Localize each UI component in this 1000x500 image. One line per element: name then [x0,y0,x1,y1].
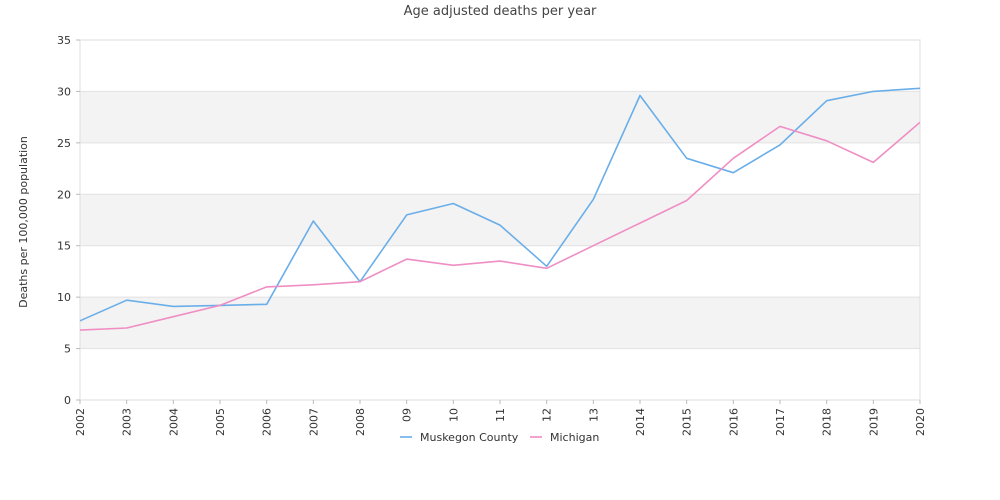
legend: Muskegon County Michigan [400,431,599,444]
y-tick-label: 10 [57,291,71,304]
grid-band [80,245,920,298]
data-point [498,259,503,264]
x-axis-ticks: 2002 2003 2004 2005 2006 2007 2008 09 10 11 12 13 20… [74,400,927,436]
x-tick-label: 10 [447,408,460,422]
data-point [778,142,783,147]
data-point [498,223,503,228]
grid-band [80,91,920,143]
data-point [591,243,596,248]
grid-lines [80,39,920,401]
x-tick-label: 13 [587,408,600,422]
series-lines [78,86,923,333]
legend-label: Muskegon County [420,431,519,444]
grid-bands [80,40,920,400]
x-tick-label: 2004 [167,408,180,436]
data-point [311,282,316,287]
x-tick-label: 12 [541,408,554,422]
data-point [124,326,129,331]
x-tick-label: 2014 [634,408,647,436]
data-point [404,212,409,217]
x-tick-label: 09 [401,408,414,422]
data-point [824,138,829,143]
y-tick-label: 30 [57,85,71,98]
legend-label: Michigan [550,431,599,444]
data-point [218,303,223,308]
x-tick-label: 2008 [354,408,367,436]
grid-band [80,348,920,400]
data-point [684,156,689,161]
grid-band [80,40,920,92]
data-point [871,160,876,165]
data-point [918,120,923,125]
data-point [404,257,409,262]
x-tick-label: 2018 [821,408,834,436]
y-tick-label: 25 [57,137,71,150]
data-point [778,124,783,129]
data-point [358,279,363,284]
data-point [638,221,643,226]
data-point [171,304,176,309]
data-point [731,170,736,175]
y-tick-label: 35 [57,34,71,47]
data-point [824,98,829,103]
data-point [451,201,456,206]
data-point [264,284,269,289]
grid-band [80,194,920,246]
data-point [78,318,83,323]
data-point [731,156,736,161]
y-tick-label: 5 [64,343,71,356]
data-point [638,93,643,98]
x-tick-label: 2002 [74,408,87,436]
x-tick-label: 11 [494,408,507,422]
x-tick-label: 2015 [681,408,694,436]
x-tick-label: 2005 [214,408,227,436]
data-point [684,198,689,203]
x-tick-label: 2017 [774,408,787,436]
data-point [311,219,316,224]
x-tick-label: 2006 [261,408,274,436]
data-point [918,86,923,91]
grid-band [80,297,920,349]
x-tick-label: 2020 [914,408,927,436]
y-axis-ticks: 0 5 10 15 20 25 30 35 [57,34,80,407]
data-point [78,328,83,333]
data-point [171,314,176,319]
data-point [591,197,596,202]
series-line-2 [79,121,921,331]
y-tick-label: 0 [64,394,71,407]
y-axis-title: Deaths per 100,000 population [17,136,30,308]
x-tick-label: 2003 [121,408,134,436]
data-point [124,298,129,303]
x-tick-label: 2007 [307,408,320,436]
grid-band [80,142,920,195]
data-point [451,263,456,268]
x-tick-label: 2016 [727,408,740,436]
data-point [264,302,269,307]
x-tick-label: 2019 [867,408,880,436]
y-tick-label: 20 [57,188,71,201]
data-point [544,266,549,271]
chart-title: Age adjusted deaths per year [404,4,597,19]
y-tick-label: 15 [57,240,71,253]
data-point [871,89,876,94]
